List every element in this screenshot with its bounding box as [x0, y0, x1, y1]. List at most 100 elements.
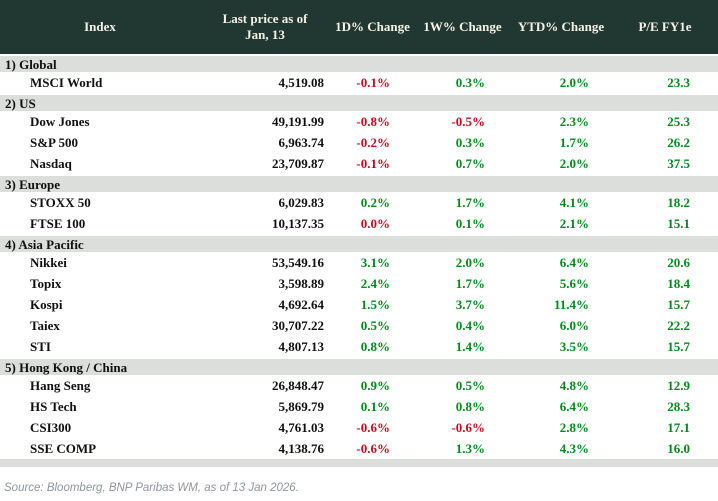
cell-index-name: Nasdaq [30, 156, 72, 171]
table-row-topix: Topix 3,598.89 2.4% 1.7% 5.6% 18.4 [0, 273, 718, 294]
column-header-1w-change: 1W% Change [415, 0, 510, 55]
cell-last-price: 26,848.47 [272, 378, 324, 393]
cell-last-price: 49,191.99 [272, 114, 324, 129]
cell-ytd-change: 11.4% [553, 297, 589, 312]
cell-1d-change: -0.8% [356, 114, 390, 129]
table-row-taiex: Taiex 30,707.22 0.5% 0.4% 6.0% 22.2 [0, 315, 718, 336]
table-row-hang-seng: Hang Seng 26,848.47 0.9% 0.5% 4.8% 12.9 [0, 375, 718, 396]
cell-pe: 16.0 [667, 441, 690, 456]
cell-1w-change: 1.4% [455, 339, 485, 354]
cell-ytd-change: 4.8% [559, 378, 589, 393]
column-header-ytd-change: YTD% Change [510, 0, 612, 55]
cell-1w-change: 0.7% [455, 156, 485, 171]
cell-ytd-change: 6.4% [559, 255, 589, 270]
cell-pe: 15.7 [667, 339, 690, 354]
cell-1w-change: 3.7% [455, 297, 485, 312]
cell-pe: 20.6 [667, 255, 690, 270]
cell-index-name: STOXX 50 [30, 195, 91, 210]
cell-index-name: MSCI World [30, 75, 103, 90]
cell-index-name: S&P 500 [30, 135, 79, 150]
cell-last-price: 3,598.89 [278, 276, 325, 291]
cell-index-name: Topix [30, 276, 62, 291]
cell-index-name: STI [30, 339, 51, 354]
cell-ytd-change: 1.7% [559, 135, 589, 150]
section-row-hk-china: 5) Hong Kong / China [0, 357, 718, 375]
section-label: 1) Global [0, 54, 718, 72]
section-row-asia-pacific: 4) Asia Pacific [0, 234, 718, 252]
cell-1w-change: 0.3% [455, 75, 485, 90]
section-row-global: 1) Global [0, 54, 718, 72]
section-row-europe: 3) Europe [0, 174, 718, 192]
cell-last-price: 4,692.64 [278, 297, 325, 312]
cell-index-name: Hang Seng [30, 378, 91, 393]
column-header-last-price: Last price as of Jan, 13 [200, 0, 330, 55]
cell-1d-change: 0.2% [360, 195, 390, 210]
table-header-row: Index Last price as of Jan, 13 1D% Chang… [0, 0, 718, 55]
column-header-1w-change-label: 1W% Change [423, 18, 502, 34]
cell-last-price: 4,761.03 [278, 420, 325, 435]
cell-index-name: HS Tech [30, 399, 77, 414]
table-row-nasdaq: Nasdaq 23,709.87 -0.1% 0.7% 2.0% 37.5 [0, 153, 718, 175]
column-header-pe-label: P/E FY1e [638, 18, 692, 34]
cell-1d-change: 0.1% [360, 399, 390, 414]
cell-1w-change: 0.1% [455, 216, 485, 231]
cell-1d-change: 3.1% [360, 255, 390, 270]
source-note: Source: Bloomberg, BNP Paribas WM, as of… [4, 482, 299, 494]
cell-pe: 18.4 [667, 276, 690, 291]
cell-1w-change: 0.8% [455, 399, 485, 414]
cell-1d-change: 0.5% [360, 318, 390, 333]
cell-ytd-change: 4.3% [559, 441, 589, 456]
cell-ytd-change: 2.0% [559, 156, 589, 171]
cell-pe: 15.7 [667, 297, 690, 312]
cell-index-name: CSI300 [30, 420, 72, 435]
cell-1d-change: -0.1% [356, 156, 390, 171]
section-label: 3) Europe [0, 174, 718, 192]
cell-last-price: 4,807.13 [278, 339, 325, 354]
cell-1w-change: 2.0% [455, 255, 485, 270]
cell-ytd-change: 4.1% [559, 195, 589, 210]
table-row-dow-jones: Dow Jones 49,191.99 -0.8% -0.5% 2.3% 25.… [0, 111, 718, 132]
table-row-nikkei: Nikkei 53,549.16 3.1% 2.0% 6.4% 20.6 [0, 252, 718, 273]
section-label: 4) Asia Pacific [0, 234, 718, 252]
table-row-csi300: CSI300 4,761.03 -0.6% -0.6% 2.8% 17.1 [0, 417, 718, 438]
cell-index-name: Taiex [30, 318, 60, 333]
cell-1d-change: -0.6% [356, 441, 390, 456]
table-row-sse-comp: SSE COMP 4,138.76 -0.6% 1.3% 4.3% 16.0 [0, 438, 718, 459]
cell-pe: 17.1 [667, 420, 690, 435]
cell-last-price: 4,519.08 [278, 75, 325, 90]
cell-pe: 23.3 [667, 75, 690, 90]
cell-pe: 25.3 [667, 114, 690, 129]
cell-1w-change: 0.4% [455, 318, 485, 333]
cell-1d-change: -0.2% [356, 135, 390, 150]
cell-ytd-change: 3.5% [559, 339, 589, 354]
cell-1d-change: 0.9% [360, 378, 390, 393]
column-header-pe: P/E FY1e [612, 0, 718, 55]
cell-pe: 15.1 [667, 216, 690, 231]
cell-1d-change: -0.6% [356, 420, 390, 435]
cell-ytd-change: 6.0% [559, 318, 589, 333]
column-header-index-label: Index [84, 18, 116, 34]
cell-ytd-change: 2.3% [559, 114, 589, 129]
cell-1d-change: 0.8% [360, 339, 390, 354]
cell-index-name: Kospi [30, 297, 63, 312]
cell-1d-change: 1.5% [360, 297, 390, 312]
column-header-1d-change-label: 1D% Change [335, 18, 410, 34]
cell-1w-change: 1.7% [455, 276, 485, 291]
section-row-us: 2) US [0, 93, 718, 111]
cell-last-price: 6,029.83 [278, 195, 325, 210]
cell-1w-change: -0.5% [451, 114, 485, 129]
cell-last-price: 5,869.79 [278, 399, 325, 414]
table-row-kospi: Kospi 4,692.64 1.5% 3.7% 11.4% 15.7 [0, 294, 718, 315]
cell-1w-change: 0.3% [455, 135, 485, 150]
cell-1d-change: 2.4% [360, 276, 390, 291]
column-header-last-price-label: Last price as of Jan, 13 [222, 10, 308, 42]
column-header-index: Index [0, 0, 200, 55]
cell-ytd-change: 2.8% [559, 420, 589, 435]
table-row-sti: STI 4,807.13 0.8% 1.4% 3.5% 15.7 [0, 336, 718, 358]
cell-last-price: 30,707.22 [272, 318, 324, 333]
index-table: Index Last price as of Jan, 13 1D% Chang… [0, 0, 718, 459]
cell-last-price: 53,549.16 [272, 255, 324, 270]
cell-pe: 22.2 [667, 318, 690, 333]
cell-1w-change: 0.5% [455, 378, 485, 393]
